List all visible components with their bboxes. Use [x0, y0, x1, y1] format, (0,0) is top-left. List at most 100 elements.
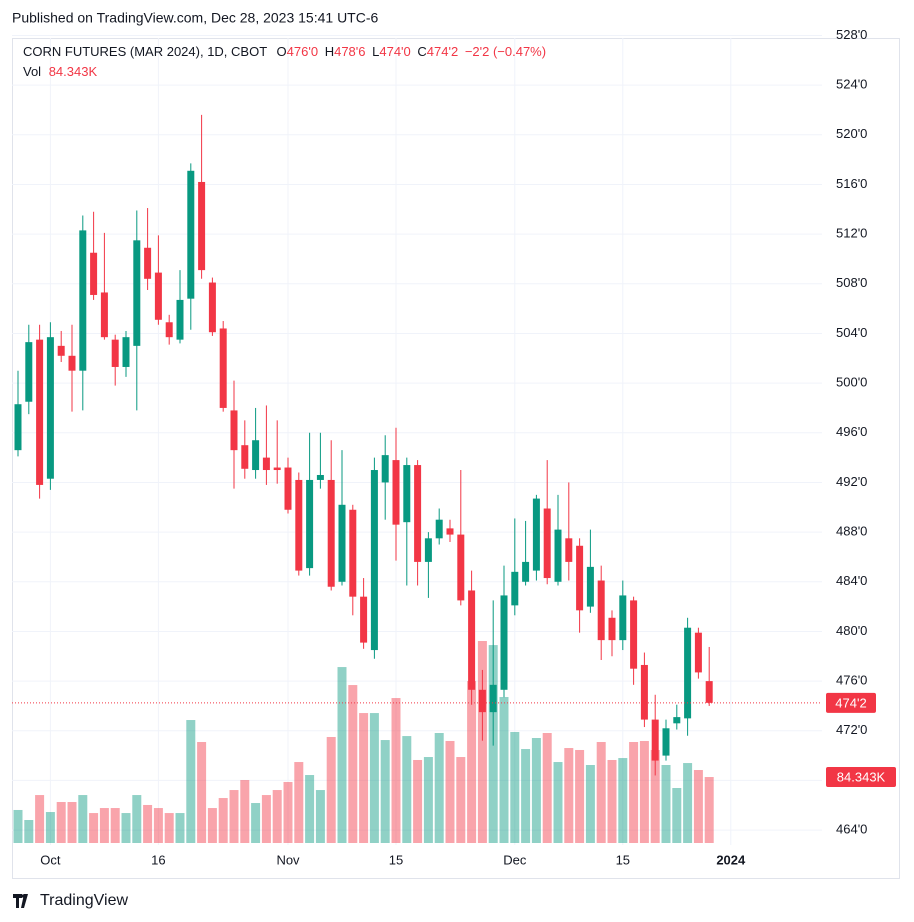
candle-body [478, 689, 486, 713]
volume-bar [531, 738, 541, 843]
volume-bar [164, 813, 174, 843]
y-tick-label: 512'0 [836, 226, 867, 241]
x-tick-label: 15 [616, 852, 630, 867]
candle-body [640, 664, 648, 720]
candle-body [154, 272, 162, 320]
candle-body [349, 509, 357, 597]
volume-bar [585, 765, 595, 843]
volume-bar [24, 819, 34, 843]
candle-body [284, 467, 292, 510]
candle-body [705, 681, 713, 703]
volume-bar [326, 736, 336, 843]
candle-body [68, 355, 76, 371]
candle-body [630, 600, 638, 669]
volume-bar [521, 749, 531, 843]
volume-value: 84.343K [49, 64, 98, 79]
candle-body [522, 561, 530, 582]
volume-bar [661, 765, 671, 843]
volume-bar [359, 713, 369, 843]
volume-bar [380, 740, 390, 843]
candle-body [122, 337, 130, 367]
x-tick-label: 2024 [716, 852, 746, 867]
y-tick-label: 500'0 [836, 375, 867, 390]
candle-body [381, 455, 389, 483]
candle-body [489, 684, 497, 713]
volume-bar [315, 790, 325, 843]
candle-body [14, 404, 22, 451]
candle-body [316, 474, 324, 480]
candle-body [165, 322, 173, 338]
y-tick-label: 508'0 [836, 275, 867, 290]
candle-body [597, 580, 605, 641]
volume-bar [153, 808, 163, 843]
high-prefix: H [325, 44, 334, 59]
volume-bar [56, 802, 66, 843]
close-prefix: C [417, 44, 426, 59]
candle-body [79, 230, 87, 371]
y-tick-label: 464'0 [836, 822, 867, 837]
candle-body [338, 504, 346, 582]
volume-bar [672, 788, 682, 843]
candle-body [619, 595, 627, 641]
candle-body [684, 627, 692, 719]
candle-body [424, 538, 432, 562]
y-tick-label: 476'0 [836, 673, 867, 688]
candle-body [187, 170, 195, 299]
candle-body [673, 717, 681, 724]
candle-body [414, 465, 422, 562]
volume-bar [607, 759, 617, 843]
chart-title: CORN FUTURES (MAR 2024), 1D, CBOT [23, 44, 267, 59]
candle-body [262, 457, 270, 471]
high-value: 478'6 [334, 44, 365, 59]
volume-legend: Vol 84.343K [23, 64, 97, 79]
y-tick-label: 520'0 [836, 126, 867, 141]
candle-body [25, 342, 33, 402]
volume-bar [683, 763, 693, 843]
y-tick-label: 488'0 [836, 524, 867, 539]
low-prefix: L [372, 44, 379, 59]
volume-bar [413, 759, 423, 843]
volume-bar [89, 813, 99, 843]
volume-bar [110, 808, 120, 843]
x-tick-label: Dec [503, 852, 527, 867]
candle-body [662, 728, 670, 756]
volume-bar [704, 777, 714, 843]
volume-bar [596, 742, 606, 843]
volume-bar [121, 813, 131, 843]
volume-bar [434, 733, 444, 843]
volume-bar [207, 808, 217, 843]
candle-body [46, 337, 54, 479]
candle-body [392, 460, 400, 525]
open-prefix: O [277, 44, 287, 59]
candle-body [435, 519, 443, 539]
candle-body [90, 252, 98, 295]
volume-bar [510, 731, 520, 843]
last-price-badge [826, 692, 876, 713]
candle-body [554, 529, 562, 582]
y-tick-label: 504'0 [836, 325, 867, 340]
candle-body [111, 339, 119, 367]
volume-bar [337, 667, 347, 843]
last-price-label: 474'2 [835, 695, 866, 710]
candle-body [144, 247, 152, 279]
close-value: 474'2 [427, 44, 458, 59]
candle-body [370, 470, 378, 651]
y-tick-label: 496'0 [836, 424, 867, 439]
volume-bar [45, 812, 55, 843]
candle-body [576, 545, 584, 611]
volume-bar [445, 740, 455, 843]
y-tick-label: 480'0 [836, 623, 867, 638]
candle-body [543, 508, 551, 579]
volume-bar [13, 809, 23, 843]
candle-body [219, 328, 227, 408]
volume-bar [67, 802, 77, 843]
candle-body [403, 465, 411, 523]
volume-bar [456, 757, 466, 843]
volume-bar [402, 736, 412, 843]
volume-bar [283, 781, 293, 843]
candle-body [295, 479, 303, 571]
volume-layer [13, 641, 714, 843]
volume-bar [99, 808, 109, 843]
low-value: 474'0 [379, 44, 410, 59]
